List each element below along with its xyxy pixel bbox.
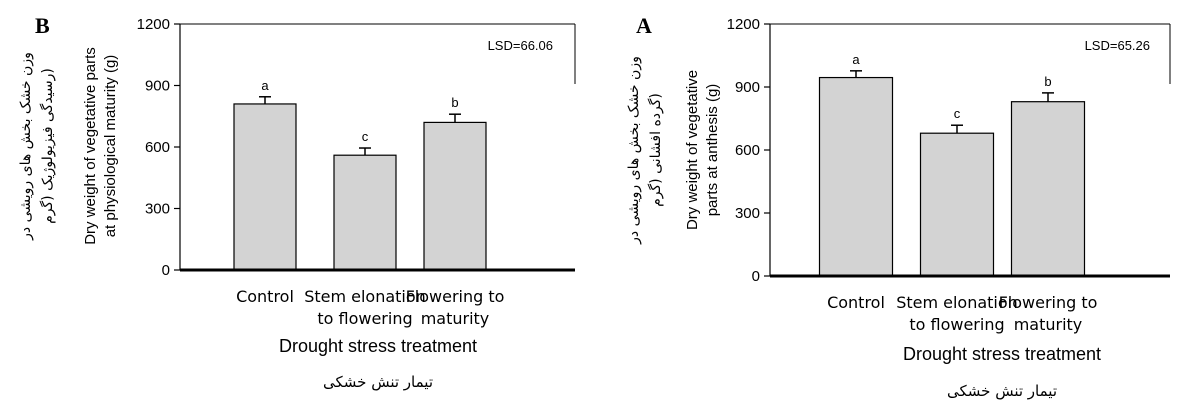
y-axis-label-persian: وزن خشک بخش های رویشی در (رسیدگی فیزیولوژ… xyxy=(18,52,56,241)
y-tick-label: 600 xyxy=(735,142,760,159)
y-axis-label-persian-line: وزن خشک بخش های رویشی در xyxy=(626,56,642,245)
y-tick-label: 300 xyxy=(735,205,760,222)
y-tick-label: 300 xyxy=(145,201,170,218)
bar xyxy=(919,132,995,277)
x-category-label: maturity xyxy=(421,309,490,328)
significance-letter: a xyxy=(852,52,860,67)
y-tick-label: 600 xyxy=(145,139,170,156)
y-tick-label: 0 xyxy=(162,262,170,279)
y-tick-label: 1200 xyxy=(727,16,760,33)
x-axis-label-persian: تیمار تنش خشکی xyxy=(947,382,1057,400)
y-axis-label-persian-line: وزن خشک بخش های رویشی در xyxy=(18,52,34,241)
significance-letter: b xyxy=(451,95,458,110)
bar xyxy=(423,121,487,271)
significance-letter: c xyxy=(362,129,369,144)
y-axis-label-line: parts at anthesis (g) xyxy=(704,84,721,217)
y-axis-label-line: Dry weight of vegetative xyxy=(684,70,701,230)
x-category-label: to flowering xyxy=(317,309,412,328)
panel-letter: B xyxy=(35,13,50,38)
y-tick-label: 1200 xyxy=(137,16,170,33)
x-category-label: Stem elonation xyxy=(304,287,426,306)
y-axis-label-persian-line: (رسیدگی فیزیولوژیک (گرم xyxy=(39,68,56,224)
y-axis-label: Dry weight of vegetative parts at physiol… xyxy=(82,47,119,245)
lsd-annotation: LSD=65.26 xyxy=(1085,38,1150,53)
x-category-label: to flowering xyxy=(909,315,1004,334)
x-axis-label: Drought stress treatment xyxy=(903,344,1101,364)
x-category-label: Flowering to xyxy=(999,293,1098,312)
bar xyxy=(233,103,297,271)
bar xyxy=(1010,101,1086,277)
x-category-label: Flowering to xyxy=(406,287,505,306)
x-category-label: maturity xyxy=(1014,315,1083,334)
x-category-label: Control xyxy=(236,287,294,306)
chart-panel-b: Ba c b 0 300 600 900 1200 Control Stem elonation t… xyxy=(18,13,576,391)
x-category-label: Stem elonation xyxy=(896,293,1018,312)
x-axis-label: Drought stress treatment xyxy=(279,336,477,356)
chart-panel-a: Aa c b 0 300 600 900 1200 Control Stem elonation t… xyxy=(626,13,1171,400)
significance-letter: a xyxy=(261,78,269,93)
y-axis-label-line: at physiological maturity (g) xyxy=(102,55,119,238)
y-axis-label-line: Dry weight of vegetative parts xyxy=(82,47,99,245)
x-category-label: Control xyxy=(827,293,885,312)
significance-letter: c xyxy=(954,106,961,121)
y-axis-label-persian-line: (گرده افشانی (گرم xyxy=(647,93,664,207)
x-axis-label-persian: تیمار تنش خشکی xyxy=(323,373,433,391)
y-tick-label: 0 xyxy=(752,268,760,285)
y-tick-label: 900 xyxy=(735,79,760,96)
y-axis-label: Dry weight of vegetative parts at anthesi… xyxy=(684,70,721,230)
y-axis-label-persian: وزن خشک بخش های رویشی در (گرده افشانی (گر… xyxy=(626,56,664,245)
bar xyxy=(333,154,397,271)
y-tick-label: 900 xyxy=(145,78,170,95)
bar xyxy=(818,76,894,277)
panel-letter: A xyxy=(636,13,652,38)
lsd-annotation: LSD=66.06 xyxy=(488,38,553,53)
significance-letter: b xyxy=(1044,74,1051,89)
